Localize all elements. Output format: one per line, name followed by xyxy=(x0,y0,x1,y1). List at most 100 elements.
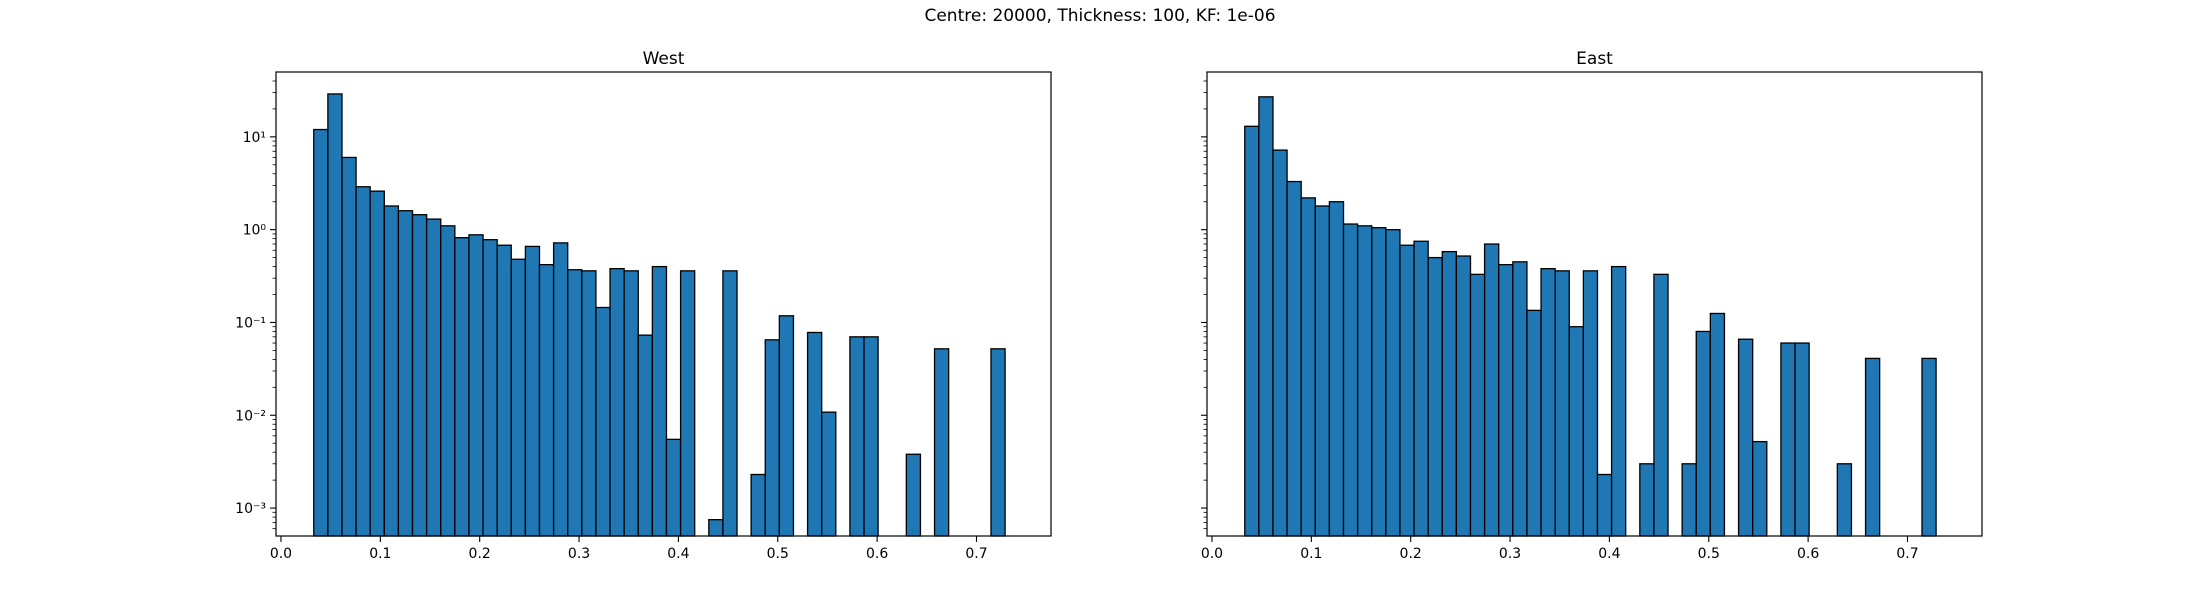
histogram-bar xyxy=(1455,255,1472,537)
histogram-bar xyxy=(849,336,865,537)
x-tick-label: 0.6 xyxy=(866,546,888,562)
histogram-bar xyxy=(581,270,597,537)
x-tick-label: 0.2 xyxy=(469,546,491,562)
histogram-bar xyxy=(567,269,583,537)
x-tick-label: 0.7 xyxy=(965,546,987,562)
west-histogram-panel: West 0.0 0.1 0.2 0.3 0.4 0.5 0.6 0.7 10⁻³ 10⁻² 10⁻¹… xyxy=(235,49,1052,562)
histogram-bar xyxy=(1864,357,1881,537)
histogram-bar xyxy=(637,334,654,537)
histogram-bar xyxy=(1526,309,1542,537)
x-tick-label: 0.5 xyxy=(1698,546,1720,562)
histogram-bar xyxy=(665,438,682,537)
x-tick-label: 0.4 xyxy=(667,546,689,562)
histogram-bar xyxy=(1681,463,1697,537)
histogram-bar xyxy=(440,225,456,537)
histogram-bar xyxy=(933,348,950,537)
histogram-bar xyxy=(411,214,428,537)
histogram-bar xyxy=(722,270,738,537)
histogram-bar xyxy=(397,210,414,537)
histogram-bar xyxy=(1385,229,1401,537)
histogram-bar xyxy=(990,348,1006,537)
axes-frame xyxy=(275,71,1052,537)
histogram-bar xyxy=(1737,338,1754,537)
panel-title: East xyxy=(1576,49,1613,69)
histogram-bar xyxy=(1498,263,1514,537)
y-tick-label: 10⁻² xyxy=(235,408,266,424)
histogram-bar xyxy=(1568,326,1585,537)
x-tick-label: 0.2 xyxy=(1400,546,1422,562)
x-tick-label: 0.7 xyxy=(1896,546,1918,562)
x-tick-label: 0.1 xyxy=(369,546,391,562)
histogram-bar xyxy=(327,93,343,537)
histogram-bar xyxy=(425,218,442,537)
x-tick-label: 0.6 xyxy=(1797,546,1819,562)
histogram-bar xyxy=(1441,250,1458,537)
histogram-bar xyxy=(1399,244,1415,537)
histogram-bar xyxy=(1794,342,1810,537)
histogram-bar xyxy=(595,306,611,537)
histogram-bar xyxy=(1371,227,1387,537)
y-tick-label: 10⁻³ xyxy=(235,501,266,517)
histogram-bar xyxy=(1258,96,1274,537)
histogram-bar xyxy=(1427,256,1443,537)
x-tick-label: 0.1 xyxy=(1300,546,1322,562)
histogram-bar xyxy=(1540,268,1556,537)
histogram-bar xyxy=(369,190,385,537)
histogram-bar xyxy=(538,263,555,537)
histogram-bar xyxy=(1836,463,1853,537)
histogram-bar xyxy=(1639,463,1655,537)
histogram-bar xyxy=(454,237,470,537)
histogram-bar xyxy=(708,519,724,537)
histogram-bar xyxy=(355,186,371,537)
axes-frame xyxy=(1206,71,1983,537)
histogram-bar xyxy=(1272,149,1288,537)
histogram-bar xyxy=(1328,201,1345,537)
histogram-bar xyxy=(1709,312,1726,537)
histogram-bar xyxy=(1244,125,1260,537)
histogram-bar xyxy=(1554,270,1570,537)
histogram-bar xyxy=(1356,225,1373,537)
histogram-bar xyxy=(764,339,780,537)
histogram-bar xyxy=(1653,273,1669,537)
histogram-bar xyxy=(313,128,329,537)
histogram-bar xyxy=(806,331,823,537)
x-tick-label: 0.0 xyxy=(1201,546,1223,562)
x-tick-label: 0.3 xyxy=(568,546,590,562)
histogram-bar xyxy=(1413,240,1429,537)
histogram-bar xyxy=(679,270,696,537)
histogram-bar xyxy=(1469,273,1486,537)
histogram-bar xyxy=(905,453,922,537)
histogram-bar xyxy=(1752,440,1768,537)
histogram-bar xyxy=(1695,330,1711,537)
y-tick-label: 10⁰ xyxy=(243,223,267,239)
figure-suptitle: Centre: 20000, Thickness: 100, KF: 1e-06 xyxy=(924,6,1276,26)
histogram-bar xyxy=(623,270,639,537)
histogram-bar xyxy=(651,265,668,537)
x-tick-label: 0.5 xyxy=(767,546,789,562)
panel-title: West xyxy=(643,49,685,69)
histogram-bar xyxy=(510,258,527,537)
histogram-bar xyxy=(341,156,357,537)
y-tick-label: 10⁻¹ xyxy=(235,315,266,331)
histogram-bar xyxy=(1780,342,1796,537)
histogram-bar xyxy=(863,336,879,537)
histogram-bar xyxy=(482,239,498,537)
histogram-bar xyxy=(383,205,400,537)
x-tick-label: 0.4 xyxy=(1598,546,1620,562)
histogram-bar xyxy=(778,315,795,537)
histogram-bar xyxy=(1582,270,1599,537)
x-tick-label: 0.3 xyxy=(1499,546,1521,562)
histogram-bar xyxy=(1286,180,1302,537)
histogram-bar xyxy=(1300,197,1316,537)
east-histogram-panel: East 0.0 0.1 0.2 0.3 0.4 0.5 0.6 0.7 xyxy=(1201,49,1983,562)
histogram-bar xyxy=(1610,265,1627,537)
histogram-bar xyxy=(1314,205,1331,537)
histogram-bar xyxy=(552,242,569,537)
histogram-bar xyxy=(524,245,541,537)
histogram-bar xyxy=(1483,243,1500,537)
histogram-bar xyxy=(821,411,837,537)
histogram-bar xyxy=(1512,261,1528,537)
histogram-bar xyxy=(1596,473,1613,537)
